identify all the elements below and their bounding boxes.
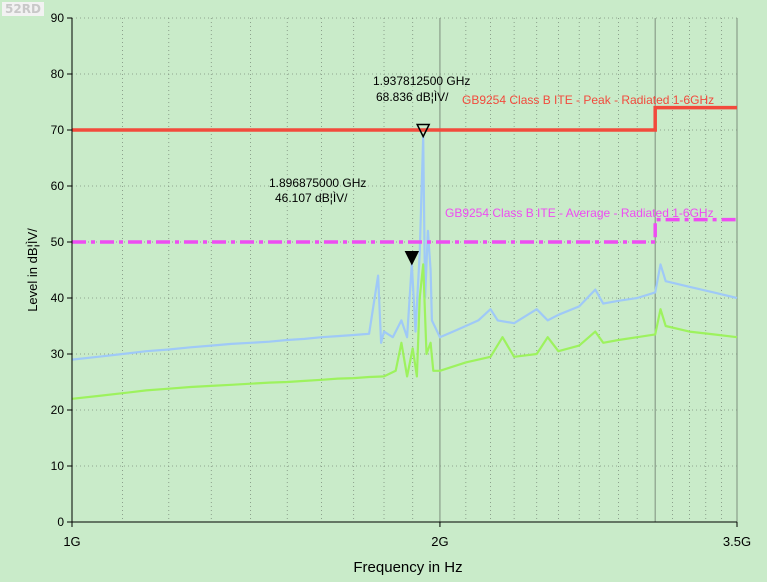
average-limit-label: GB9254 Class B ITE - Average - Radiated … <box>445 206 714 220</box>
y-tick-label-80: 80 <box>51 67 65 81</box>
axes <box>71 18 737 523</box>
y-tick-label-50: 50 <box>51 235 65 249</box>
y-axis-title: Level in dB¦ÌV/ <box>25 228 40 312</box>
peak-limit-line <box>72 105 737 132</box>
marker-2-triangle <box>404 251 420 266</box>
y-tick-label-90: 90 <box>51 11 65 25</box>
y-tick-label-70: 70 <box>51 123 65 137</box>
watermark-badge: 52RD <box>2 2 44 16</box>
marker-1-triangle <box>415 123 431 139</box>
x-axis-title: Frequency in Hz <box>353 559 462 576</box>
average-trace-line <box>71 263 738 400</box>
y-tick-label-60: 60 <box>51 179 65 193</box>
y-tick-label-30: 30 <box>51 347 65 361</box>
peak-limit-label: GB9254 Class B ITE - Peak - Radiated 1-6… <box>462 93 714 107</box>
y-tick-label-40: 40 <box>51 291 65 305</box>
y-tick-label-20: 20 <box>51 403 65 417</box>
ticks: 0 10 20 30 40 50 60 70 80 90 1G 2G 3.5G <box>51 11 751 549</box>
markers <box>404 123 431 266</box>
y-tick-label-0: 0 <box>57 515 64 529</box>
x-tick-label-2: 3.5G <box>723 534 751 549</box>
marker-1-frequency: 1.937812500 GHz <box>373 74 470 88</box>
x-tick-label-0: 1G <box>63 534 80 549</box>
traces <box>71 135 738 400</box>
limit-lines <box>72 105 737 244</box>
marker-1-level: 68.836 dB¦ÌV/ <box>376 89 449 104</box>
x-tick-label-1: 2G <box>431 534 448 549</box>
marker-2-frequency: 1.896875000 GHz <box>269 176 366 190</box>
average-limit-line <box>72 217 737 244</box>
marker-2-level: 46.107 dB¦ÌV/ <box>275 190 348 205</box>
y-tick-label-10: 10 <box>51 459 65 473</box>
